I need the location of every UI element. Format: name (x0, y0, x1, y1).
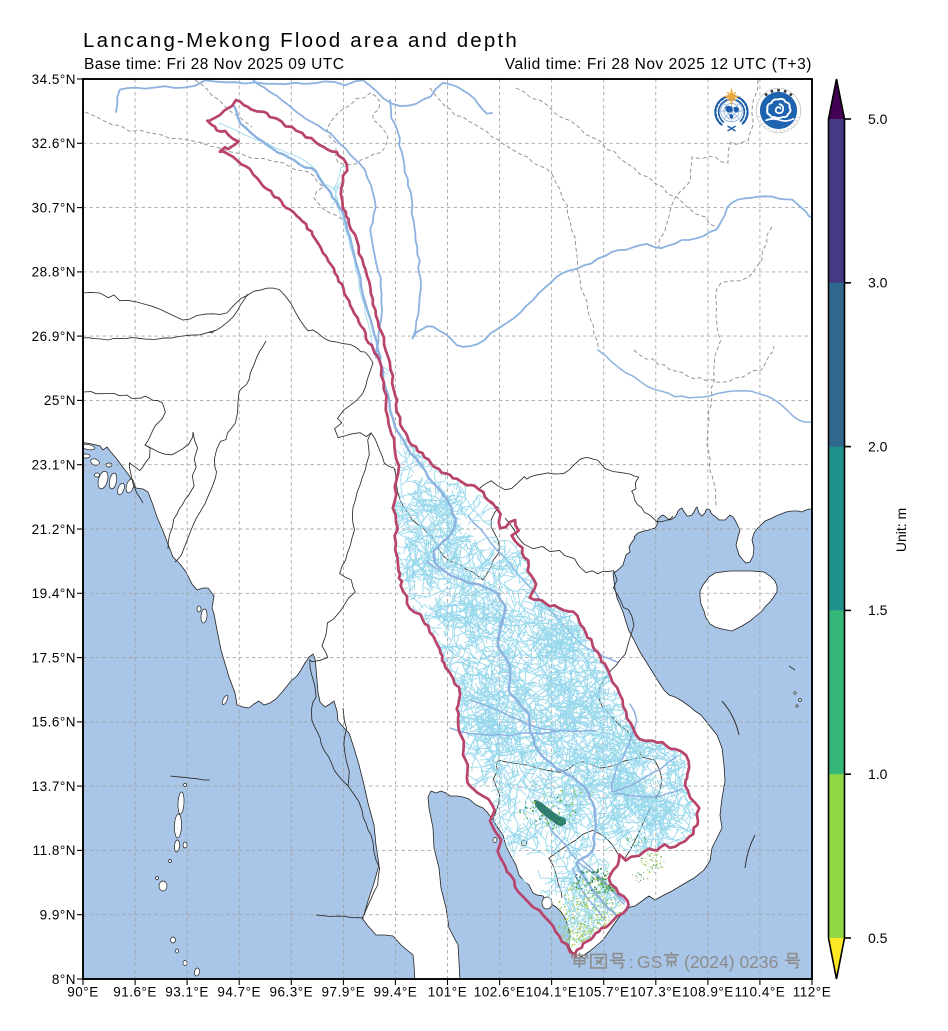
svg-text:90°E: 90°E (67, 985, 98, 1000)
svg-text:Base time: Fri 28 Nov 2025 09: Base time: Fri 28 Nov 2025 09 UTC (84, 56, 344, 73)
svg-text:102.6°E: 102.6°E (474, 985, 526, 1000)
svg-text:99.4°E: 99.4°E (374, 985, 418, 1000)
svg-text:110.4°E: 110.4°E (735, 985, 786, 1000)
svg-text:17.5°N: 17.5°N (32, 650, 76, 665)
svg-text:1.5: 1.5 (868, 602, 888, 618)
svg-text:107.3°E: 107.3°E (630, 985, 682, 1000)
svg-text:3.0: 3.0 (868, 275, 888, 291)
svg-text:91.6°E: 91.6°E (113, 985, 157, 1000)
svg-text:0.5: 0.5 (868, 930, 888, 946)
svg-text:97.9°E: 97.9°E (322, 985, 366, 1000)
svg-text:5.0: 5.0 (868, 111, 888, 127)
svg-text:96.3°E: 96.3°E (269, 985, 313, 1000)
svg-text:Valid time: Fri 28 Nov 2025 12: Valid time: Fri 28 Nov 2025 12 UTC (T+3) (505, 56, 812, 73)
svg-text:Unit: m: Unit: m (893, 508, 909, 552)
svg-text:93.1°E: 93.1°E (165, 985, 209, 1000)
svg-text:GS: GS (637, 952, 662, 972)
svg-text:32.6°N: 32.6°N (32, 136, 76, 151)
svg-text:13.7°N: 13.7°N (32, 779, 76, 794)
svg-text:28.8°N: 28.8°N (32, 265, 76, 280)
svg-text::: : (629, 953, 634, 972)
svg-text:101°E: 101°E (428, 985, 467, 1000)
svg-text:19.4°N: 19.4°N (32, 586, 76, 601)
svg-text:9.9°N: 9.9°N (40, 908, 76, 923)
svg-text:26.9°N: 26.9°N (32, 329, 76, 344)
svg-text:105.7°E: 105.7°E (578, 985, 630, 1000)
svg-text:15.6°N: 15.6°N (32, 715, 76, 730)
svg-text:25°N: 25°N (44, 393, 76, 408)
svg-text:11.8°N: 11.8°N (33, 843, 76, 858)
svg-text:(2024) 0236: (2024) 0236 (684, 952, 778, 972)
svg-text:Lancang-Mekong Flood area and: Lancang-Mekong Flood area and depth (83, 29, 519, 52)
svg-text:8°N: 8°N (52, 972, 76, 987)
svg-text:21.2°N: 21.2°N (32, 522, 76, 537)
svg-text:112°E: 112°E (793, 985, 831, 1000)
svg-text:1.0: 1.0 (868, 766, 888, 782)
svg-text:34.5°N: 34.5°N (32, 72, 76, 87)
svg-text:104.1°E: 104.1°E (526, 985, 578, 1000)
svg-text:23.1°N: 23.1°N (32, 458, 76, 473)
svg-text:94.7°E: 94.7°E (217, 985, 261, 1000)
svg-text:2.0: 2.0 (868, 438, 888, 454)
svg-text:30.7°N: 30.7°N (32, 200, 76, 215)
svg-text:108.9°E: 108.9°E (682, 985, 734, 1000)
